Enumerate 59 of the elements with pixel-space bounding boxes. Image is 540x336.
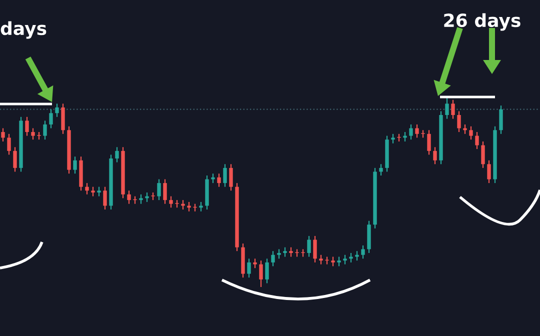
candlestick	[355, 250, 359, 262]
candlestick	[211, 173, 215, 184]
candlestick	[61, 103, 65, 134]
candlestick	[1, 128, 5, 142]
candlestick	[481, 140, 485, 168]
candlestick	[331, 256, 335, 267]
candlestick	[55, 103, 59, 118]
candlestick	[259, 260, 263, 288]
candlestick	[319, 254, 323, 265]
text: 26 days	[444, 13, 520, 31]
candlestick	[97, 186, 101, 197]
candlestick	[163, 178, 167, 204]
candlestick	[469, 126, 473, 140]
candlestick	[463, 124, 467, 134]
candlestick	[409, 124, 413, 140]
candlestick	[43, 120, 47, 140]
candlestick	[223, 164, 227, 188]
candlestick	[271, 250, 275, 267]
text: days	[0, 21, 46, 39]
candlestick	[31, 128, 35, 140]
candlestick	[361, 244, 365, 260]
candlestick	[25, 116, 29, 136]
candlestick	[283, 246, 287, 258]
candlestick	[277, 248, 281, 260]
candlestick	[289, 246, 293, 258]
candlestick	[337, 256, 341, 267]
candlestick	[247, 258, 251, 278]
candlestick	[307, 235, 311, 258]
candlestick	[265, 258, 269, 284]
candlestick	[433, 146, 437, 165]
candlestick	[457, 110, 461, 133]
candlestick	[187, 201, 191, 212]
candlestick	[217, 173, 221, 188]
candlestick	[85, 182, 89, 195]
candlestick	[169, 196, 173, 208]
candlestick	[229, 164, 233, 192]
candlestick	[415, 124, 419, 138]
candlestick	[13, 146, 17, 172]
candlestick	[73, 156, 77, 174]
candlestick	[343, 254, 347, 265]
candlestick	[427, 130, 431, 156]
candlestick	[487, 160, 491, 184]
candlestick	[451, 99, 455, 120]
candlestick	[475, 131, 479, 150]
candlestick	[91, 186, 95, 197]
candlestick	[7, 133, 11, 156]
candlestick	[139, 194, 143, 204]
candlestick	[157, 178, 161, 201]
candlestick	[313, 235, 317, 263]
candlestick	[103, 186, 107, 210]
candlestick	[499, 105, 503, 134]
candlestick	[115, 146, 119, 163]
candlestick	[253, 258, 257, 269]
candlestick	[379, 164, 383, 176]
candlestick	[445, 97, 449, 120]
candlestick	[391, 133, 395, 144]
candlestick	[49, 108, 53, 129]
candlestick	[127, 190, 131, 204]
candlestick	[199, 201, 203, 212]
